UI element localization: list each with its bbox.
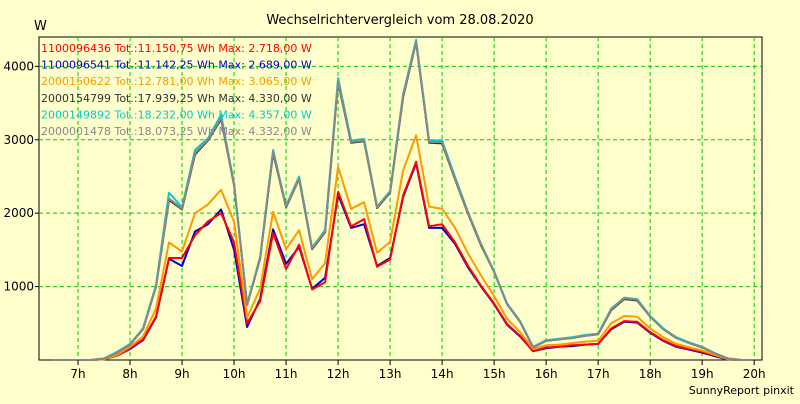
series-line-2000150622 xyxy=(52,134,755,361)
x-tick-label: 13h xyxy=(379,367,402,381)
y-tick-label: 4000 xyxy=(3,59,34,73)
x-tick-label: 15h xyxy=(483,367,506,381)
series-line-1100096436 xyxy=(52,160,755,361)
x-tick-label: 20h xyxy=(743,367,766,381)
x-tick-label: 18h xyxy=(639,367,662,381)
x-tick-label: 14h xyxy=(431,367,454,381)
y-tick-label: 2000 xyxy=(3,206,34,220)
legend-entry-2000001478: 2000001478 Tot.:18.073,25 Wh Max: 4.332,… xyxy=(41,125,312,138)
x-tick-label: 16h xyxy=(535,367,558,381)
chart-title: Wechselrichtervergleich vom 28.08.2020 xyxy=(266,13,533,28)
legend-entry-1100096541: 1100096541 Tot.:11.142,25 Wh Max: 2.689,… xyxy=(41,59,312,72)
x-tick-label: 7h xyxy=(70,367,85,381)
legend-entry-2000149892: 2000149892 Tot.:18.232,00 Wh Max: 4.357,… xyxy=(41,108,312,121)
x-tick-label: 12h xyxy=(327,367,350,381)
series-group xyxy=(52,38,755,361)
series-line-2000001478 xyxy=(52,41,755,361)
x-tick-label: 8h xyxy=(122,367,137,381)
y-tick-label: 1000 xyxy=(3,280,34,294)
y-tick-label: 3000 xyxy=(3,133,34,147)
x-tick-label: 17h xyxy=(587,367,610,381)
legend: 1100096436 Tot.:11.150,75 Wh Max: 2.718,… xyxy=(41,42,312,138)
y-axis-unit: W xyxy=(34,19,47,34)
x-tick-label: 10h xyxy=(223,367,246,381)
x-tick-label: 9h xyxy=(174,367,189,381)
legend-entry-2000150622: 2000150622 Tot.:12.781,00 Wh Max: 3.065,… xyxy=(41,75,312,88)
x-tick-label: 19h xyxy=(691,367,714,381)
axis-ticks: 7h 8h 9h 10h 11h 12h 13h 14h 15h 16h 17h 18h 19h 20h 1… xyxy=(3,59,765,381)
legend-entry-2000154799: 2000154799 Tot.:17.939,25 Wh Max: 4.330,… xyxy=(41,92,312,105)
legend-entry-1100096436: 1100096436 Tot.:11.150,75 Wh Max: 2.718,… xyxy=(41,42,312,55)
footer-credit: SunnyReport pinxit xyxy=(689,384,795,397)
x-tick-label: 11h xyxy=(275,367,298,381)
